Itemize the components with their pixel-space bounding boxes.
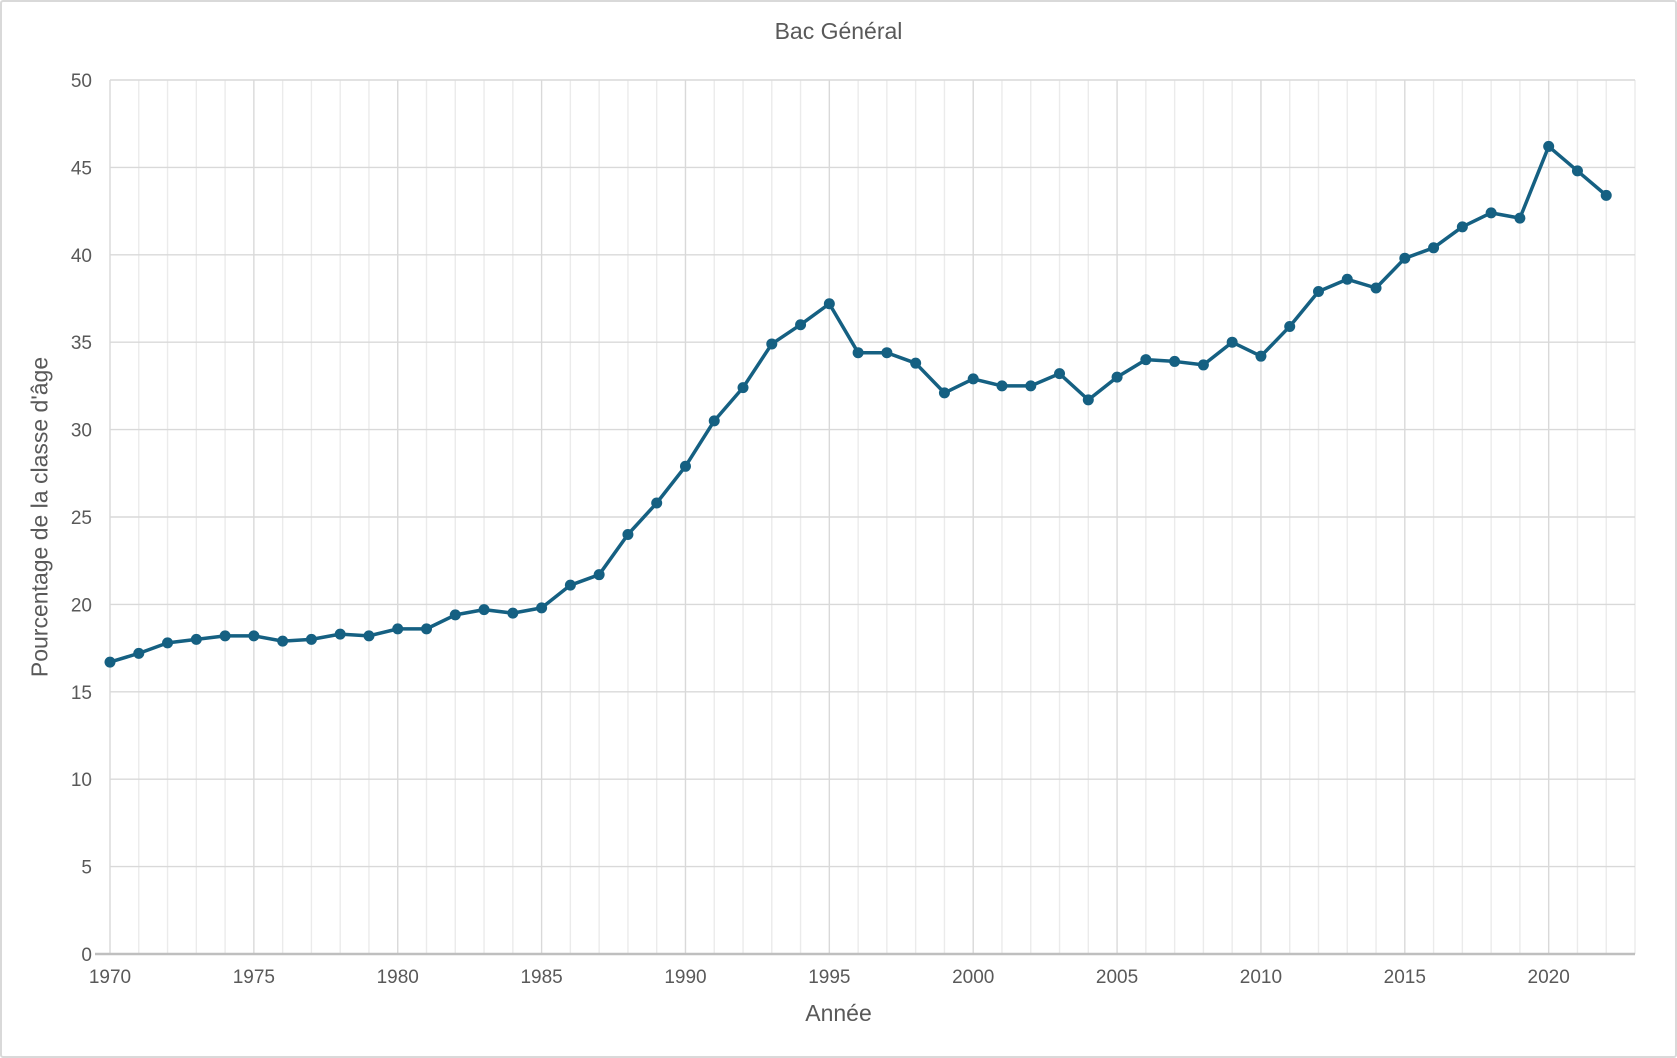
data-point — [334, 628, 346, 640]
data-point — [938, 387, 950, 399]
data-point — [507, 607, 519, 619]
y-tick-label: 40 — [71, 246, 92, 267]
data-point — [1025, 380, 1037, 392]
data-point — [823, 298, 835, 310]
data-point — [1514, 212, 1526, 224]
y-tick-label: 45 — [71, 158, 92, 179]
x-tick-label: 1975 — [233, 967, 275, 988]
data-point — [421, 623, 433, 635]
data-point — [1284, 320, 1296, 332]
x-tick-label: 1985 — [520, 967, 562, 988]
y-tick-labels: 0 5 10 15 20 25 30 35 40 45 50 — [71, 71, 92, 966]
x-tick-label: 1995 — [808, 967, 850, 988]
data-point — [1456, 221, 1468, 233]
y-tick-label: 0 — [81, 945, 92, 966]
data-point — [392, 623, 404, 635]
data-point — [1399, 252, 1411, 264]
data-point — [1226, 336, 1238, 348]
y-tick-label: 30 — [71, 421, 92, 442]
data-point — [967, 373, 979, 385]
data-point — [1197, 359, 1209, 371]
x-tick-label: 2000 — [952, 967, 994, 988]
data-point — [1571, 165, 1583, 177]
data-point — [363, 630, 375, 642]
data-point — [1312, 286, 1324, 298]
data-point — [248, 630, 260, 642]
x-tick-label: 2005 — [1096, 967, 1138, 988]
data-point — [449, 609, 461, 621]
data-point — [737, 382, 749, 394]
data-point — [190, 633, 202, 645]
data-point — [766, 338, 778, 350]
x-tick-label: 2015 — [1384, 967, 1426, 988]
data-point — [277, 635, 289, 647]
data-point — [1600, 189, 1612, 201]
data-point — [910, 357, 922, 369]
x-tick-label: 1990 — [664, 967, 706, 988]
data-point — [133, 647, 145, 659]
chart-title: Bac Général — [774, 18, 903, 44]
data-point — [219, 630, 231, 642]
data-point — [996, 380, 1008, 392]
data-point — [1054, 368, 1066, 380]
data-point — [478, 604, 490, 616]
data-point — [1428, 242, 1440, 254]
data-point — [1082, 394, 1094, 406]
x-tick-label: 1970 — [89, 967, 131, 988]
data-point — [1341, 273, 1353, 285]
y-tick-label: 25 — [71, 508, 92, 529]
x-axis-title: Année — [805, 1000, 872, 1026]
data-point — [593, 569, 605, 581]
data-point — [305, 633, 317, 645]
series-bac-general — [104, 140, 1612, 668]
x-tick-label: 2010 — [1240, 967, 1282, 988]
data-point — [1169, 355, 1181, 367]
y-tick-label: 5 — [81, 858, 92, 879]
data-point — [708, 415, 720, 427]
data-point — [536, 602, 548, 614]
major-gridlines — [109, 79, 1635, 954]
data-point — [651, 497, 663, 509]
data-point — [795, 319, 807, 331]
data-point — [1140, 354, 1152, 366]
data-point — [622, 528, 634, 540]
data-point — [564, 579, 576, 591]
data-point — [881, 347, 893, 359]
x-tick-label: 2020 — [1528, 967, 1570, 988]
data-point — [1370, 282, 1382, 294]
data-point — [162, 637, 174, 649]
y-tick-label: 15 — [71, 683, 92, 704]
data-point — [1543, 140, 1555, 152]
y-tick-label: 10 — [71, 770, 92, 791]
data-point — [1255, 350, 1267, 362]
y-tick-label: 35 — [71, 333, 92, 354]
data-point — [679, 460, 691, 472]
x-tick-labels: 1970 1975 1980 1985 1990 1995 2000 2005 2010 2015… — [89, 967, 1570, 988]
y-tick-label: 20 — [71, 595, 92, 616]
data-point — [104, 656, 116, 668]
data-point — [1485, 207, 1497, 219]
x-tick-label: 1980 — [377, 967, 419, 988]
y-tick-label: 50 — [71, 71, 92, 92]
data-point — [1111, 371, 1123, 383]
data-point — [852, 347, 864, 359]
